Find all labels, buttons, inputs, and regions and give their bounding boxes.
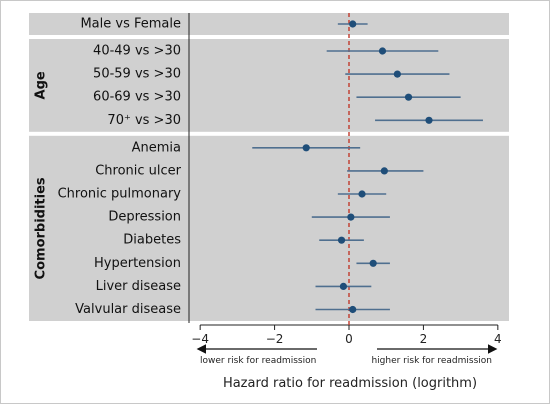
row-labels: Male vs Female Age 40-49 vs >30 50-59 vs >3… xyxy=(34,17,182,318)
x-axis: −4 −2 0 2 4 xyxy=(188,13,502,354)
row-label: Chronic pulmonary xyxy=(58,187,182,202)
estimate-point xyxy=(337,236,346,244)
x-axis-title: Hazard ratio for readmission (logrithm) xyxy=(223,376,477,391)
estimate-point xyxy=(358,190,366,198)
row-label: Male vs Female xyxy=(80,17,181,32)
estimate-point xyxy=(425,116,433,124)
row-label: 60-69 vs >30 xyxy=(93,90,181,105)
estimate-point xyxy=(378,47,387,55)
estimate-point xyxy=(380,167,388,175)
estimate-point xyxy=(349,20,357,28)
row-label: Anemia xyxy=(132,140,181,155)
row-label: Valvular disease xyxy=(75,302,181,317)
estimate-point xyxy=(393,70,401,78)
row-label: 40-49 vs >30 xyxy=(93,44,181,59)
group-panels xyxy=(29,13,509,321)
row-label: Depression xyxy=(108,210,181,225)
estimate-point xyxy=(302,144,310,152)
row-label: 50-59 vs >30 xyxy=(93,67,181,82)
row-label: 70⁺ vs >30 xyxy=(107,113,181,128)
x-tick-label: −4 xyxy=(191,332,209,346)
estimate-point xyxy=(347,213,355,221)
row-label: Hypertension xyxy=(94,256,181,271)
estimate-point xyxy=(339,282,348,290)
estimate-point xyxy=(349,305,357,314)
arrow-left-label: lower risk for readmission xyxy=(200,356,316,366)
group-label: Comorbidities xyxy=(34,177,49,279)
arrow-right-label: higher risk for readmission xyxy=(371,356,492,366)
row-label: Diabetes xyxy=(123,233,181,248)
estimate-marks xyxy=(252,20,483,314)
x-tick-label: 4 xyxy=(494,332,502,346)
row-label: Chronic ulcer xyxy=(95,163,181,178)
group-panel xyxy=(29,135,509,321)
group-panel xyxy=(29,39,509,132)
x-tick-label: 0 xyxy=(345,332,353,346)
estimate-point xyxy=(404,93,413,101)
x-tick-label: 2 xyxy=(420,332,428,346)
estimate-point xyxy=(369,259,377,267)
x-tick-label: −2 xyxy=(266,332,284,346)
row-label: Liver disease xyxy=(96,279,181,294)
group-label: Age xyxy=(34,71,49,99)
group-panel xyxy=(29,13,509,35)
